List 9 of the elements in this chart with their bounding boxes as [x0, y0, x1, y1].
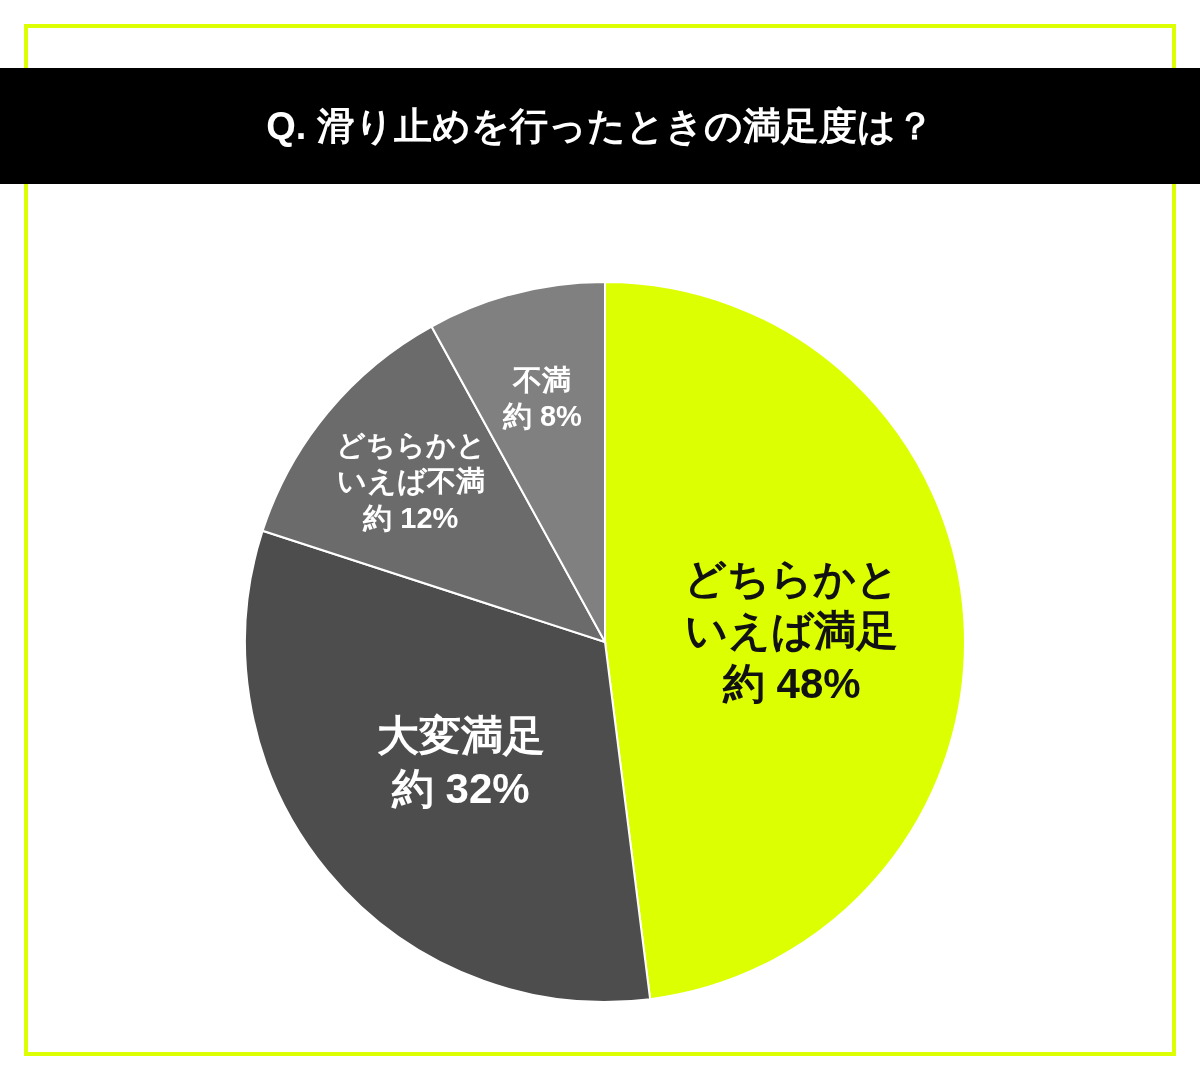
data-label: 約 48%	[721, 659, 861, 707]
data-label: 約 12%	[362, 501, 459, 534]
data-label: 約 8%	[501, 400, 583, 433]
slice-label: どちらかといえば満足	[684, 554, 900, 654]
slice-label: どちらかといえば不満	[335, 429, 486, 498]
chart-title: Q. 滑り止めを行ったときの満足度は？	[0, 68, 1200, 184]
slice-label: 大変満足	[376, 711, 545, 759]
slice-label: 不満	[512, 363, 572, 396]
data-label: 約 32%	[390, 764, 530, 812]
